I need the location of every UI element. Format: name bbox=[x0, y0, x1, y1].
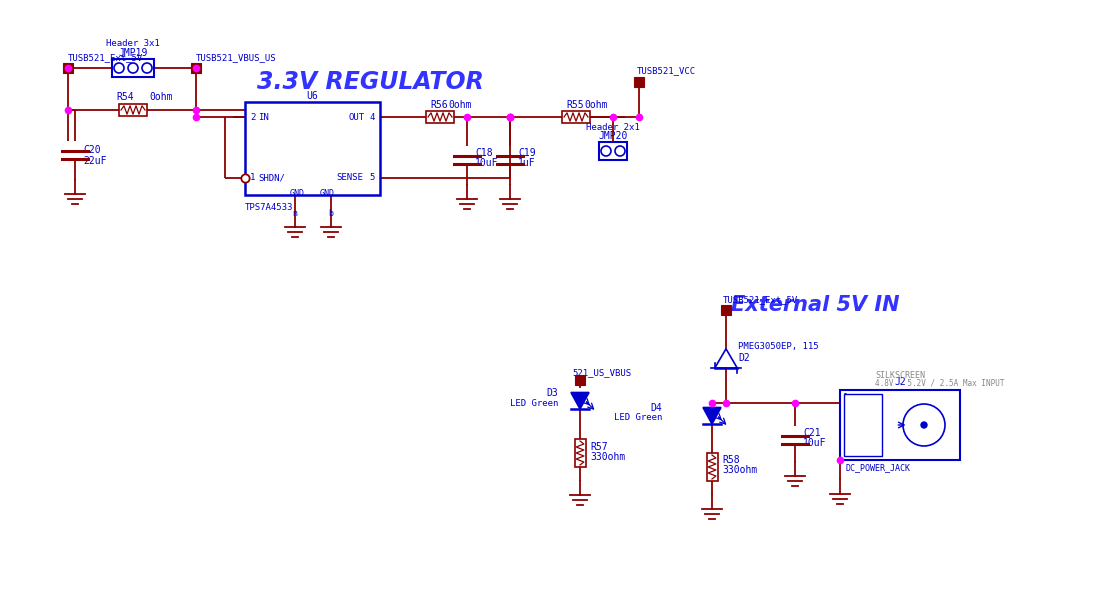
Text: 0ohm: 0ohm bbox=[448, 100, 471, 110]
Text: n: n bbox=[292, 208, 297, 218]
Text: R57: R57 bbox=[590, 442, 607, 452]
Text: 0ohm: 0ohm bbox=[584, 100, 607, 110]
Bar bbox=[426, 111, 454, 123]
Text: R56: R56 bbox=[430, 100, 448, 110]
Text: 5: 5 bbox=[369, 173, 375, 183]
Bar bbox=[562, 111, 590, 123]
Bar bbox=[599, 142, 627, 160]
Text: SILKSCREEN: SILKSCREEN bbox=[875, 370, 925, 379]
Text: J2: J2 bbox=[894, 377, 906, 387]
Polygon shape bbox=[570, 392, 589, 409]
Bar bbox=[706, 453, 717, 481]
Text: SHDN/: SHDN/ bbox=[258, 173, 285, 183]
Text: LED Green: LED Green bbox=[614, 413, 662, 423]
Bar bbox=[721, 305, 731, 315]
Text: 2: 2 bbox=[843, 445, 848, 454]
Text: LED Green: LED Green bbox=[509, 399, 558, 408]
Text: D4: D4 bbox=[651, 403, 662, 413]
Text: 330ohm: 330ohm bbox=[722, 465, 757, 475]
Text: TUSB521_Ext_5V: TUSB521_Ext_5V bbox=[68, 54, 143, 63]
Text: 330ohm: 330ohm bbox=[590, 452, 625, 462]
Text: PMEG3050EP, 115: PMEG3050EP, 115 bbox=[738, 343, 818, 352]
Text: GND: GND bbox=[290, 189, 305, 197]
Text: 3: 3 bbox=[843, 421, 848, 429]
Bar bbox=[63, 63, 73, 73]
Bar bbox=[245, 102, 380, 195]
Text: 4.8V - 5.2V / 2.5A Max INPUT: 4.8V - 5.2V / 2.5A Max INPUT bbox=[875, 378, 1004, 387]
Text: Header 2x1: Header 2x1 bbox=[586, 124, 639, 132]
Text: 2: 2 bbox=[250, 113, 256, 122]
Text: 10uF: 10uF bbox=[475, 158, 498, 168]
Polygon shape bbox=[703, 408, 721, 424]
Text: TUSB521_Ext_5V: TUSB521_Ext_5V bbox=[723, 295, 798, 304]
Text: GND: GND bbox=[320, 189, 335, 197]
Text: C20: C20 bbox=[83, 145, 100, 155]
Text: R58: R58 bbox=[722, 455, 739, 465]
Text: 22uF: 22uF bbox=[83, 156, 107, 166]
Text: 10uF: 10uF bbox=[803, 438, 826, 448]
Bar bbox=[840, 390, 960, 460]
Text: C19: C19 bbox=[518, 148, 536, 158]
Text: DC_POWER_JACK: DC_POWER_JACK bbox=[845, 464, 910, 472]
Bar bbox=[575, 439, 586, 467]
Text: TPS7A4533: TPS7A4533 bbox=[245, 202, 294, 212]
Text: 0ohm: 0ohm bbox=[149, 92, 172, 102]
Text: External 5V IN: External 5V IN bbox=[731, 295, 900, 315]
Text: R54: R54 bbox=[116, 92, 133, 102]
Bar bbox=[634, 77, 644, 87]
Bar bbox=[119, 104, 147, 116]
Text: TUSB521_VBUS_US: TUSB521_VBUS_US bbox=[196, 54, 277, 63]
Text: SENSE: SENSE bbox=[336, 173, 363, 183]
Circle shape bbox=[921, 422, 927, 428]
Text: 1: 1 bbox=[250, 173, 256, 183]
Bar bbox=[575, 375, 585, 385]
Text: IN: IN bbox=[258, 113, 269, 122]
Text: 521_US_VBUS: 521_US_VBUS bbox=[572, 368, 632, 378]
Text: U6: U6 bbox=[307, 91, 318, 101]
Text: OUT: OUT bbox=[349, 113, 365, 122]
Text: 3.3V REGULATOR: 3.3V REGULATOR bbox=[257, 70, 484, 94]
Text: TUSB521_VCC: TUSB521_VCC bbox=[637, 66, 696, 76]
Text: 1: 1 bbox=[843, 394, 848, 402]
Text: D2: D2 bbox=[738, 353, 749, 363]
Text: b: b bbox=[328, 208, 332, 218]
Polygon shape bbox=[715, 349, 737, 368]
Text: D3: D3 bbox=[546, 388, 558, 398]
Text: 1uF: 1uF bbox=[518, 158, 536, 168]
Bar bbox=[191, 63, 201, 73]
Text: R55: R55 bbox=[566, 100, 584, 110]
Text: C21: C21 bbox=[803, 428, 821, 438]
Text: 4: 4 bbox=[369, 113, 375, 122]
Bar bbox=[112, 59, 153, 77]
Text: C18: C18 bbox=[475, 148, 493, 158]
Text: JMP19: JMP19 bbox=[118, 48, 148, 58]
Text: JMP20: JMP20 bbox=[598, 131, 627, 141]
Text: Header 3x1: Header 3x1 bbox=[106, 39, 160, 49]
Bar bbox=[844, 394, 882, 456]
